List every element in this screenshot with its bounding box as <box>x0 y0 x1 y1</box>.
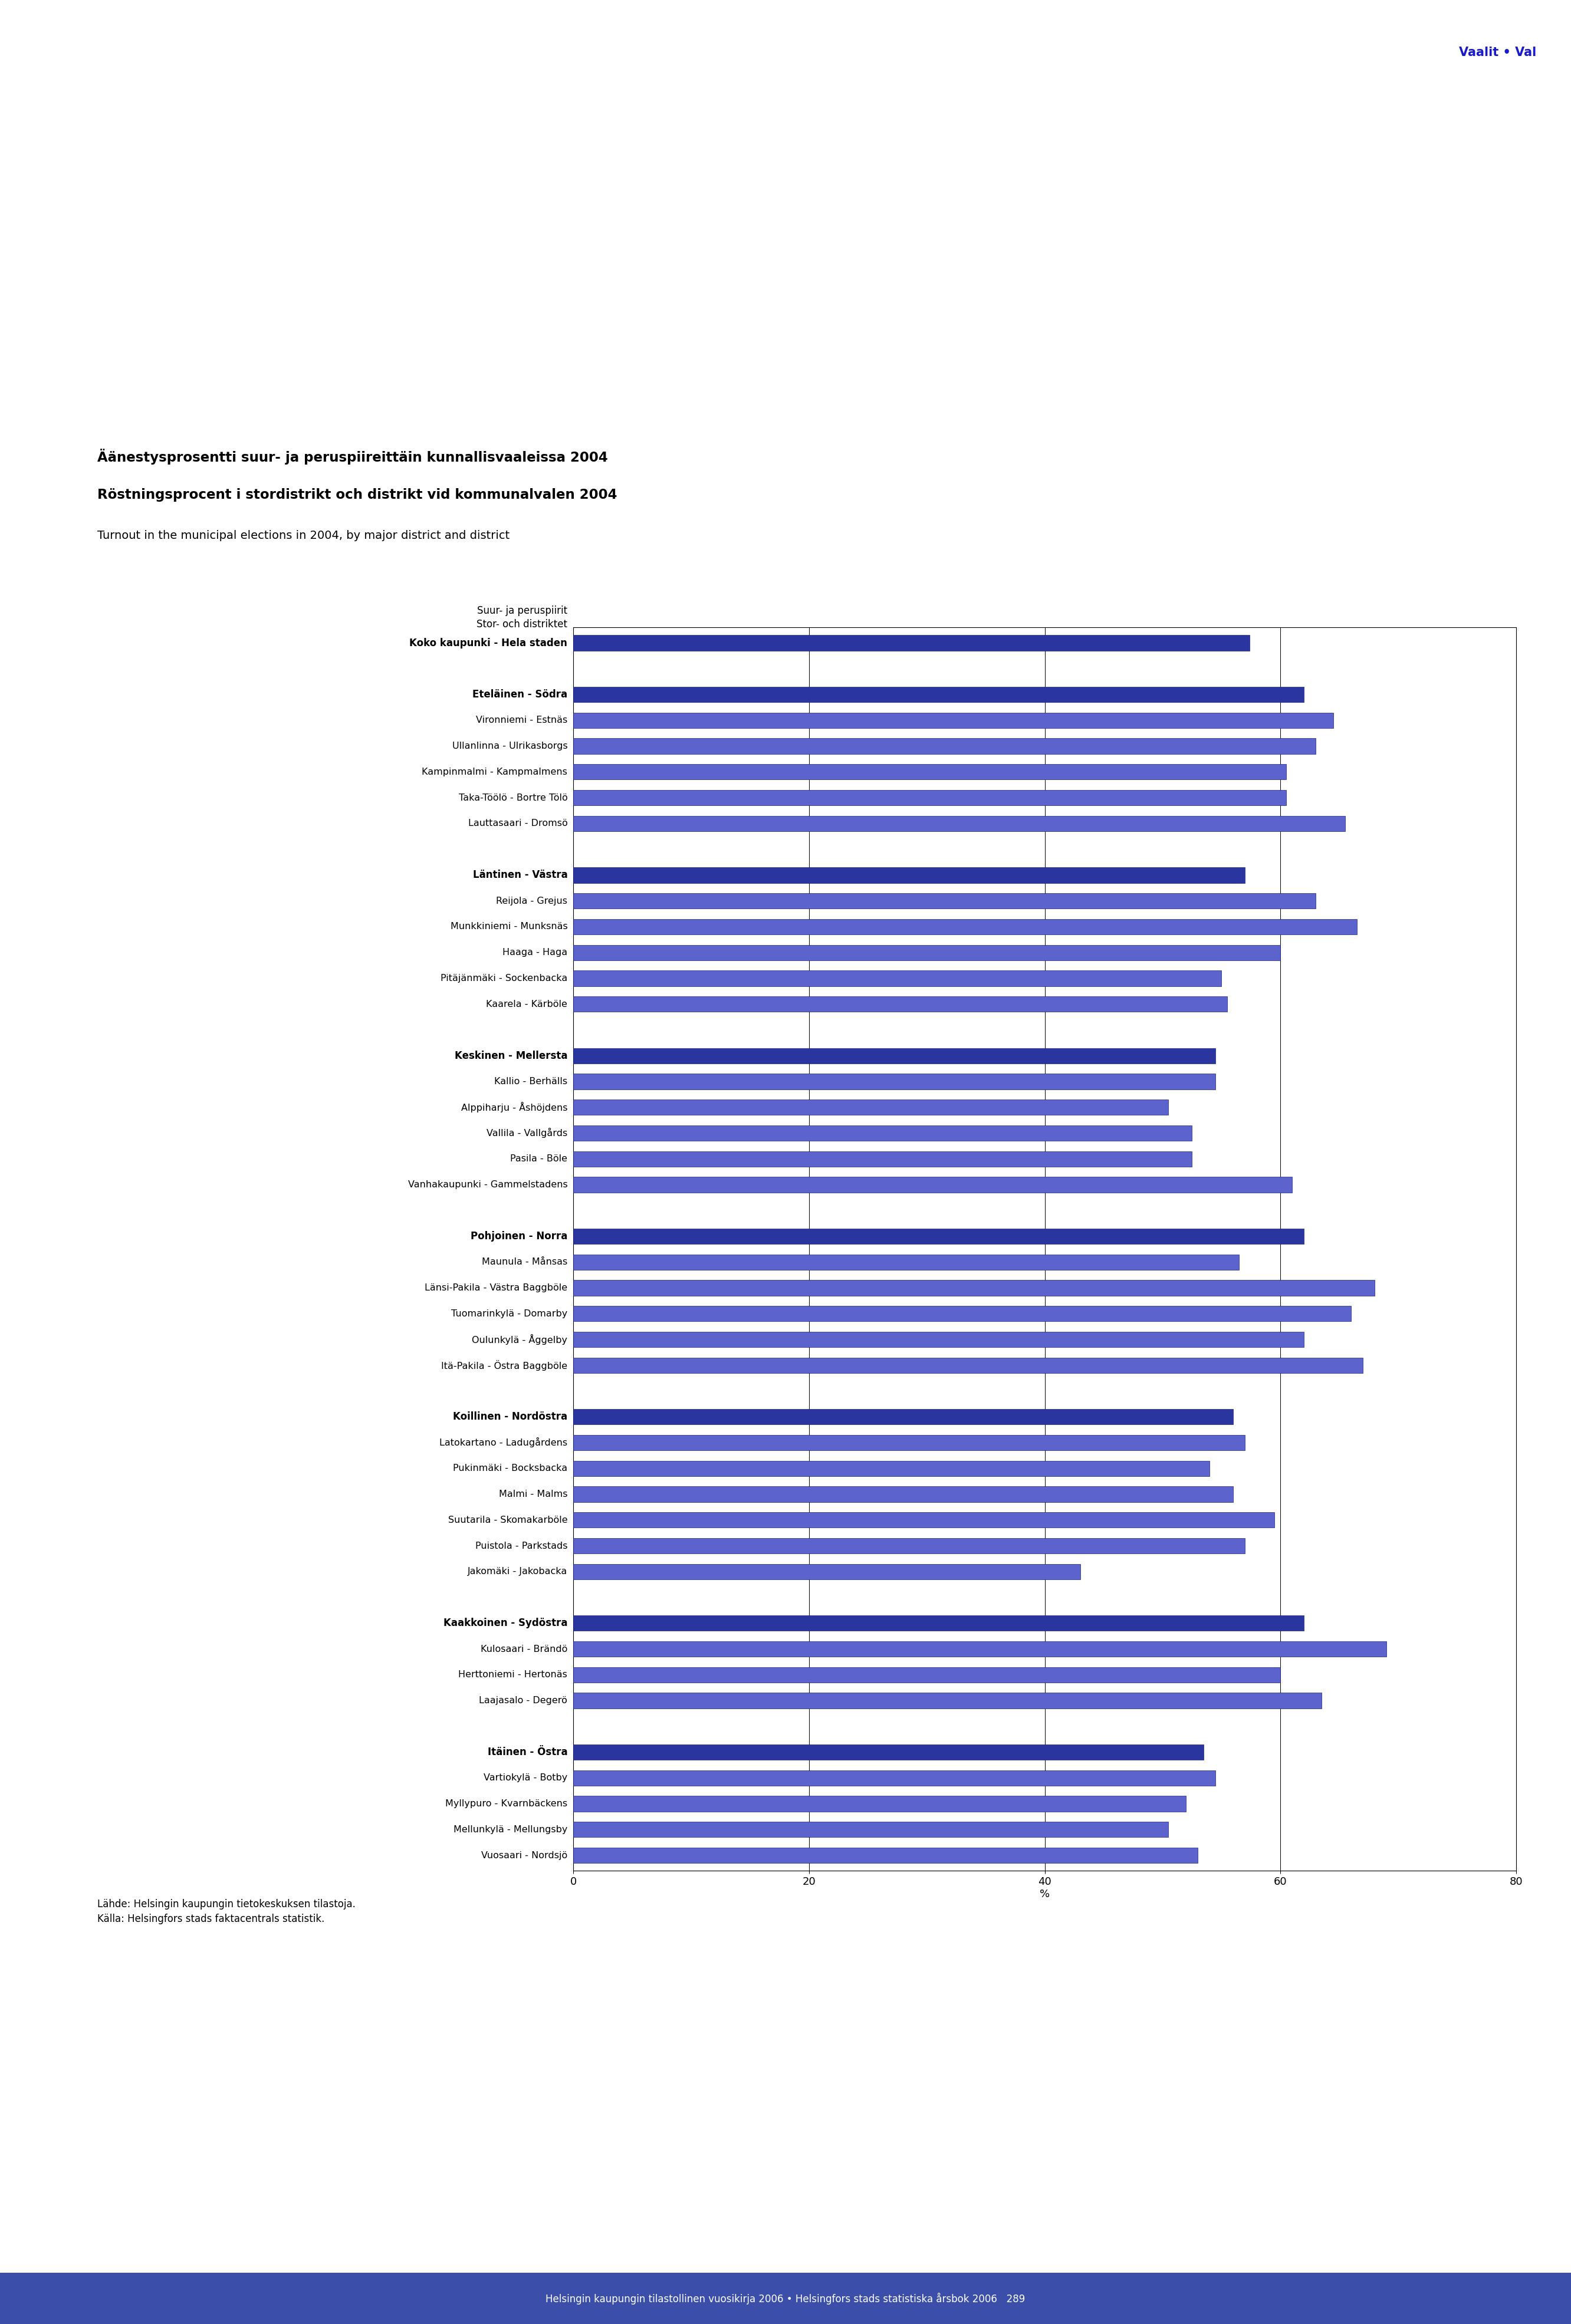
Text: Haaga - Haga: Haaga - Haga <box>503 948 567 957</box>
Text: Itä-Pakila - Östra Baggböle: Itä-Pakila - Östra Baggböle <box>441 1360 567 1371</box>
Text: Pasila - Böle: Pasila - Böle <box>511 1155 567 1164</box>
Text: Laajasalo - Degerö: Laajasalo - Degerö <box>479 1697 567 1706</box>
Bar <box>573 1048 1216 1064</box>
Text: Koko kaupunki - Hela staden: Koko kaupunki - Hela staden <box>410 637 567 648</box>
Text: Eteläinen - Södra: Eteläinen - Södra <box>473 690 567 700</box>
Text: Lauttasaari - Dromsö: Lauttasaari - Dromsö <box>468 818 567 827</box>
Bar <box>573 997 1227 1011</box>
Bar <box>573 1796 1186 1810</box>
Bar <box>573 1487 1233 1501</box>
Text: Kaakkoinen - Sydöstra: Kaakkoinen - Sydöstra <box>443 1618 567 1629</box>
Bar <box>573 790 1287 806</box>
Bar <box>573 1306 1351 1322</box>
Text: Kampinmalmi - Kampmalmens: Kampinmalmi - Kampmalmens <box>423 767 567 776</box>
Text: Vaalit • Val: Vaalit • Val <box>1459 46 1536 58</box>
Bar <box>573 739 1315 753</box>
Bar <box>573 1255 1240 1269</box>
Text: Malmi - Malms: Malmi - Malms <box>500 1490 567 1499</box>
Text: Läntinen - Västra: Läntinen - Västra <box>473 869 567 881</box>
Bar <box>573 1745 1203 1759</box>
Text: Kulosaari - Brändö: Kulosaari - Brändö <box>481 1645 567 1652</box>
Text: Pitäjänmäki - Sockenbacka: Pitäjänmäki - Sockenbacka <box>440 974 567 983</box>
Bar <box>573 816 1345 832</box>
Bar <box>573 1150 1192 1167</box>
Text: Turnout in the municipal elections in 2004, by major district and district: Turnout in the municipal elections in 20… <box>97 530 509 541</box>
Text: Alppiharju - Åshöjdens: Alppiharju - Åshöjdens <box>460 1102 567 1113</box>
Text: Pukinmäki - Bocksbacka: Pukinmäki - Bocksbacka <box>452 1464 567 1473</box>
Bar <box>573 1615 1304 1631</box>
Bar <box>573 971 1221 985</box>
Bar <box>573 892 1315 909</box>
Text: Munkkiniemi - Munksnäs: Munkkiniemi - Munksnäs <box>451 923 567 932</box>
Text: Pohjoinen - Norra: Pohjoinen - Norra <box>471 1232 567 1241</box>
Bar <box>573 1229 1304 1243</box>
Text: Länsi-Pakila - Västra Baggböle: Länsi-Pakila - Västra Baggböle <box>424 1283 567 1292</box>
Text: Vironniemi - Estnäs: Vironniemi - Estnäs <box>476 716 567 725</box>
Bar <box>573 1074 1216 1090</box>
Text: Tuomarinkylä - Domarby: Tuomarinkylä - Domarby <box>451 1308 567 1318</box>
Text: Vanhakaupunki - Gammelstadens: Vanhakaupunki - Gammelstadens <box>408 1181 567 1190</box>
Text: Taka-Töölö - Bortre Tölö: Taka-Töölö - Bortre Tölö <box>459 792 567 802</box>
Text: Jakomäki - Jakobacka: Jakomäki - Jakobacka <box>468 1566 567 1576</box>
Bar <box>573 1125 1192 1141</box>
Text: Itäinen - Östra: Itäinen - Östra <box>487 1748 567 1757</box>
Text: Stor- och distriktet: Stor- och distriktet <box>476 618 567 630</box>
Text: Suur- ja peruspiirit: Suur- ja peruspiirit <box>478 604 567 616</box>
Bar <box>573 688 1304 702</box>
Bar <box>573 1281 1375 1294</box>
Bar <box>573 1357 1362 1373</box>
Bar <box>573 1538 1244 1552</box>
Text: Maunula - Månsas: Maunula - Månsas <box>482 1257 567 1267</box>
Text: Mellunkylä - Mellungsby: Mellunkylä - Mellungsby <box>454 1824 567 1834</box>
Text: Kallio - Berhälls: Kallio - Berhälls <box>495 1076 567 1085</box>
Text: Kaarela - Kärböle: Kaarela - Kärböle <box>485 999 567 1009</box>
Bar <box>573 1434 1244 1450</box>
Bar <box>573 867 1244 883</box>
Bar <box>573 765 1287 779</box>
Bar <box>573 1692 1321 1708</box>
Text: Vuosaari - Nordsjö: Vuosaari - Nordsjö <box>481 1850 567 1859</box>
Bar <box>573 1176 1291 1192</box>
Bar <box>573 1332 1304 1348</box>
Text: Vallila - Vallgårds: Vallila - Vallgårds <box>487 1127 567 1139</box>
Text: Lähde: Helsingin kaupungin tietokeskuksen tilastoja.
Källa: Helsingfors stads fa: Lähde: Helsingin kaupungin tietokeskukse… <box>97 1899 355 1924</box>
Bar <box>573 1771 1216 1785</box>
Bar <box>573 946 1280 960</box>
Bar <box>573 1848 1197 1864</box>
Bar <box>573 713 1334 727</box>
Text: Keskinen - Mellersta: Keskinen - Mellersta <box>454 1050 567 1062</box>
Bar <box>573 1666 1280 1683</box>
Text: Vartiokylä - Botby: Vartiokylä - Botby <box>484 1773 567 1783</box>
Text: Röstningsprocent i stordistrikt och distrikt vid kommunalvalen 2004: Röstningsprocent i stordistrikt och dist… <box>97 488 617 502</box>
Text: Puistola - Parkstads: Puistola - Parkstads <box>476 1541 567 1550</box>
Bar <box>573 1564 1081 1580</box>
Bar <box>573 1641 1386 1657</box>
Bar <box>573 1099 1169 1116</box>
X-axis label: %: % <box>1040 1889 1049 1899</box>
Bar <box>573 918 1357 934</box>
Text: Myllypuro - Kvarnbäckens: Myllypuro - Kvarnbäckens <box>446 1799 567 1808</box>
Text: Äänestysprosentti suur- ja peruspiireittäin kunnallisvaaleissa 2004: Äänestysprosentti suur- ja peruspiireitt… <box>97 449 608 465</box>
Text: Reijola - Grejus: Reijola - Grejus <box>496 897 567 906</box>
Bar <box>573 1822 1169 1838</box>
Text: Herttoniemi - Hertonäs: Herttoniemi - Hertonäs <box>459 1671 567 1680</box>
Text: Suutarila - Skomakarböle: Suutarila - Skomakarböle <box>448 1515 567 1525</box>
Bar <box>573 1408 1233 1425</box>
Bar <box>573 1462 1210 1476</box>
Text: Koillinen - Nordöstra: Koillinen - Nordöstra <box>452 1411 567 1422</box>
Text: Oulunkylä - Åggelby: Oulunkylä - Åggelby <box>471 1334 567 1346</box>
Text: Latokartano - Ladugårdens: Latokartano - Ladugårdens <box>440 1439 567 1448</box>
Bar <box>573 634 1251 651</box>
Text: Helsingin kaupungin tilastollinen vuosikirja 2006 • Helsingfors stads statistisk: Helsingin kaupungin tilastollinen vuosik… <box>545 2291 1026 2305</box>
Bar <box>573 1513 1274 1527</box>
Text: Ullanlinna - Ulrikasborgs: Ullanlinna - Ulrikasborgs <box>452 741 567 751</box>
